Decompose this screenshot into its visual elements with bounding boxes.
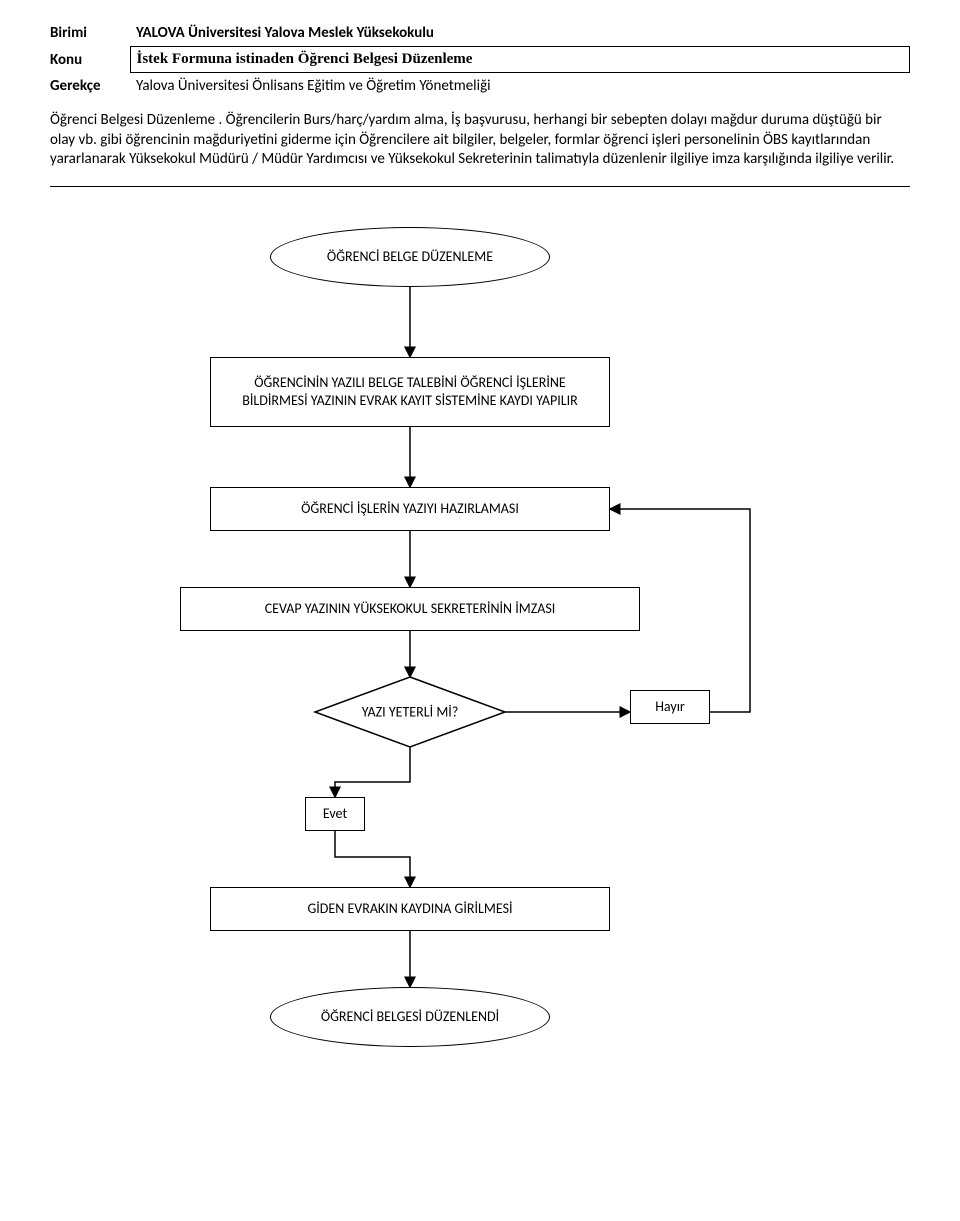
flow-node-start: ÖĞRENCİ BELGE DÜZENLEME (270, 227, 550, 287)
flow-node-decision: YAZI YETERLİ Mİ? (340, 703, 480, 720)
header-table: Birimi YALOVA Üniversitesi Yalova Meslek… (50, 20, 910, 99)
konu-label: Konu (50, 47, 130, 73)
flow-node-evet: Evet (305, 797, 365, 831)
flow-node-step1: ÖĞRENCİNİN YAZILI BELGE TALEBİNİ ÖĞRENCİ… (210, 357, 610, 427)
birimi-value: YALOVA Üniversitesi Yalova Meslek Yüksek… (130, 20, 910, 47)
flow-node-step4: GİDEN EVRAKIN KAYDINA GİRİLMESİ (210, 887, 610, 931)
flowchart-container: ÖĞRENCİ BELGE DÜZENLEME ÖĞRENCİNİN YAZILI… (50, 227, 910, 1047)
flow-node-end: ÖĞRENCİ BELGESİ DÜZENLENDİ (270, 987, 550, 1047)
gerekce-label: Gerekçe (50, 73, 130, 100)
flow-node-step3: CEVAP YAZININ YÜKSEKOKUL SEKRETERİNİN İM… (180, 587, 640, 631)
flow-node-step2: ÖĞRENCİ İŞLERİN YAZIYI HAZIRLAMASI (210, 487, 610, 531)
flow-node-hayir: Hayır (630, 690, 710, 724)
gerekce-value: Yalova Üniversitesi Önlisans Eğitim ve Ö… (130, 73, 910, 100)
description-paragraph: Öğrenci Belgesi Düzenleme . Öğrencilerin… (50, 111, 910, 170)
birimi-label: Birimi (50, 20, 130, 47)
konu-value: İstek Formuna istinaden Öğrenci Belgesi … (130, 47, 910, 73)
divider (50, 186, 910, 187)
